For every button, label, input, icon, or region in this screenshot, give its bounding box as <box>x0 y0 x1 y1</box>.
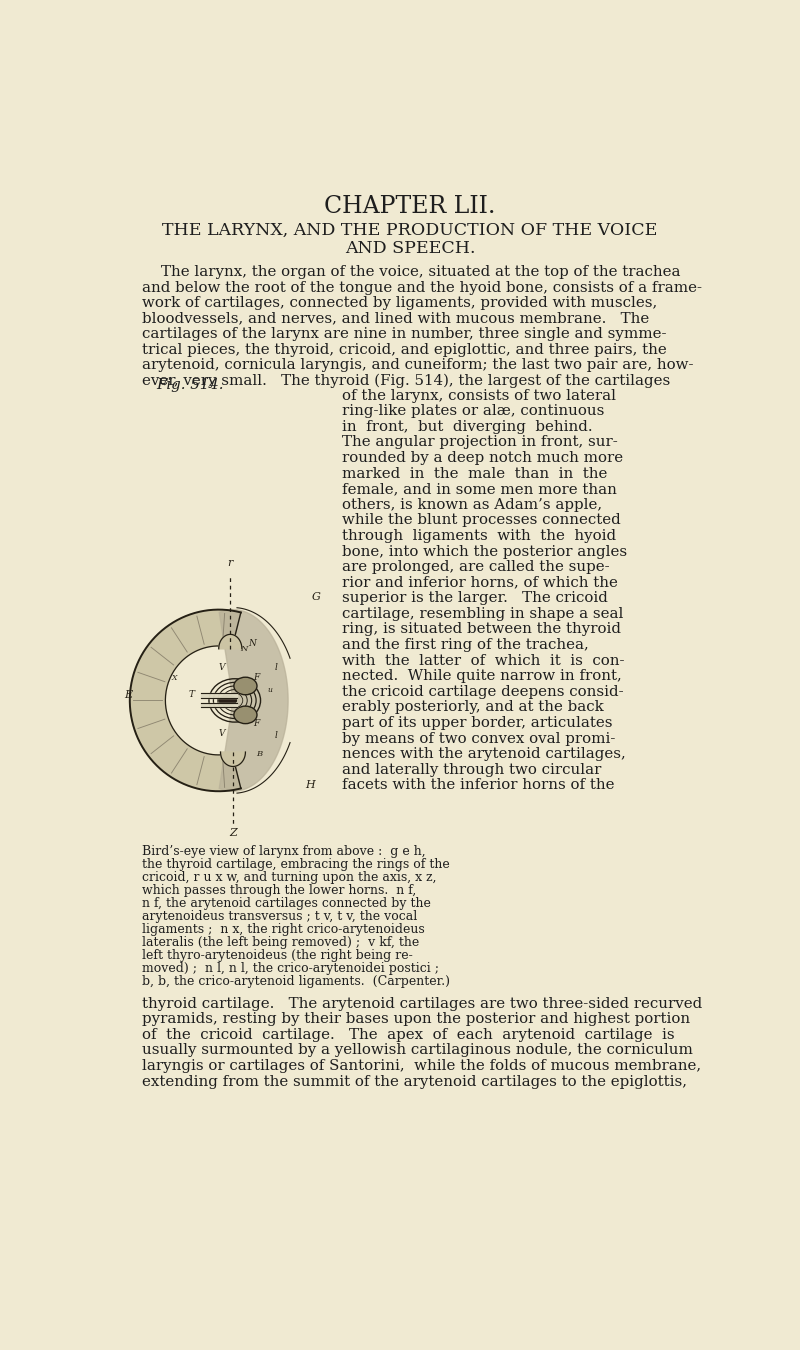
Text: cartilage, resembling in shape a seal: cartilage, resembling in shape a seal <box>342 608 623 621</box>
Text: nected.  While quite narrow in front,: nected. While quite narrow in front, <box>342 670 622 683</box>
Text: and laterally through two circular: and laterally through two circular <box>342 763 601 776</box>
Text: marked  in  the  male  than  in  the: marked in the male than in the <box>342 467 607 481</box>
Text: nences with the arytenoid cartilages,: nences with the arytenoid cartilages, <box>342 748 626 761</box>
Text: bloodvessels, and nerves, and lined with mucous membrane.   The: bloodvessels, and nerves, and lined with… <box>142 312 650 325</box>
Text: facets with the inferior horns of the: facets with the inferior horns of the <box>342 779 614 792</box>
Text: cartilages of the larynx are nine in number, three single and symme-: cartilages of the larynx are nine in num… <box>142 327 666 342</box>
Text: ring, is situated between the thyroid: ring, is situated between the thyroid <box>342 622 621 636</box>
Text: of  the  cricoid  cartilage.   The  apex  of  each  arytenoid  cartilage  is: of the cricoid cartilage. The apex of ea… <box>142 1027 674 1042</box>
Text: erably posteriorly, and at the back: erably posteriorly, and at the back <box>342 701 603 714</box>
Text: laryngis or cartilages of Santorini,  while the folds of mucous membrane,: laryngis or cartilages of Santorini, whi… <box>142 1060 702 1073</box>
Text: the thyroid cartilage, embracing the rings of the: the thyroid cartilage, embracing the rin… <box>142 859 450 871</box>
Text: bone, into which the posterior angles: bone, into which the posterior angles <box>342 544 627 559</box>
Text: arytenoideus transversus ; t v, t v, the vocal: arytenoideus transversus ; t v, t v, the… <box>142 910 418 923</box>
Text: which passes through the lower horns.  n f,: which passes through the lower horns. n … <box>142 884 417 896</box>
Text: usually surmounted by a yellowish cartilaginous nodule, the corniculum: usually surmounted by a yellowish cartil… <box>142 1044 693 1057</box>
Text: part of its upper border, articulates: part of its upper border, articulates <box>342 716 612 730</box>
Text: through  ligaments  with  the  hyoid: through ligaments with the hyoid <box>342 529 616 543</box>
Text: trical pieces, the thyroid, cricoid, and epiglottic, and three pairs, the: trical pieces, the thyroid, cricoid, and… <box>142 343 667 356</box>
Text: THE LARYNX, AND THE PRODUCTION OF THE VOICE: THE LARYNX, AND THE PRODUCTION OF THE VO… <box>162 223 658 239</box>
Text: The larynx, the organ of the voice, situated at the top of the trachea: The larynx, the organ of the voice, situ… <box>142 265 681 279</box>
Text: The angular projection in front, sur-: The angular projection in front, sur- <box>342 436 618 450</box>
Text: left thyro-arytenoideus (the right being re-: left thyro-arytenoideus (the right being… <box>142 949 413 963</box>
Text: by means of two convex oval promi-: by means of two convex oval promi- <box>342 732 615 745</box>
Text: lateralis (the left being removed) ;  v kf, the: lateralis (the left being removed) ; v k… <box>142 936 419 949</box>
Text: Fig. 514.: Fig. 514. <box>156 378 223 393</box>
Text: arytenoid, cornicula laryngis, and cuneiform; the last two pair are, how-: arytenoid, cornicula laryngis, and cunei… <box>142 359 694 373</box>
Text: CHAPTER LII.: CHAPTER LII. <box>324 196 496 219</box>
Text: of the larynx, consists of two lateral: of the larynx, consists of two lateral <box>342 389 616 402</box>
Text: extending from the summit of the arytenoid cartilages to the epiglottis,: extending from the summit of the aryteno… <box>142 1075 687 1088</box>
Text: female, and in some men more than: female, and in some men more than <box>342 482 617 497</box>
Text: in  front,  but  diverging  behind.: in front, but diverging behind. <box>342 420 593 433</box>
Text: ring-like plates or alæ, continuous: ring-like plates or alæ, continuous <box>342 404 604 418</box>
Text: pyramids, resting by their bases upon the posterior and highest portion: pyramids, resting by their bases upon th… <box>142 1012 690 1026</box>
Text: Bird’s-eye view of larynx from above :  g e h,: Bird’s-eye view of larynx from above : g… <box>142 845 426 859</box>
Text: b, b, the crico-arytenoid ligaments.  (Carpenter.): b, b, the crico-arytenoid ligaments. (Ca… <box>142 975 450 988</box>
Text: moved) ;  n l, n l, the crico-arytenoidei postici ;: moved) ; n l, n l, the crico-arytenoidei… <box>142 963 439 975</box>
Text: ligaments ;  n x, the right crico-arytenoideus: ligaments ; n x, the right crico-aryteno… <box>142 923 425 936</box>
Text: and below the root of the tongue and the hyoid bone, consists of a frame-: and below the root of the tongue and the… <box>142 281 702 294</box>
Text: ever, very small.   The thyroid (Fig. 514), the largest of the cartilages: ever, very small. The thyroid (Fig. 514)… <box>142 374 670 389</box>
Text: rounded by a deep notch much more: rounded by a deep notch much more <box>342 451 623 464</box>
Text: cricoid, r u x w, and turning upon the axis, x z,: cricoid, r u x w, and turning upon the a… <box>142 871 437 884</box>
Text: are prolonged, are called the supe-: are prolonged, are called the supe- <box>342 560 610 574</box>
Text: thyroid cartilage.   The arytenoid cartilages are two three-sided recurved: thyroid cartilage. The arytenoid cartila… <box>142 996 702 1011</box>
Text: with  the  latter  of  which  it  is  con-: with the latter of which it is con- <box>342 653 624 668</box>
Text: rior and inferior horns, of which the: rior and inferior horns, of which the <box>342 575 618 590</box>
Text: AND SPEECH.: AND SPEECH. <box>345 240 475 256</box>
Text: work of cartilages, connected by ligaments, provided with muscles,: work of cartilages, connected by ligamen… <box>142 296 658 310</box>
Text: and the first ring of the trachea,: and the first ring of the trachea, <box>342 639 589 652</box>
Text: others, is known as Adam’s apple,: others, is known as Adam’s apple, <box>342 498 602 512</box>
Text: the cricoid cartilage deepens consid-: the cricoid cartilage deepens consid- <box>342 684 623 699</box>
Text: n f, the arytenoid cartilages connected by the: n f, the arytenoid cartilages connected … <box>142 896 431 910</box>
Text: superior is the larger.   The cricoid: superior is the larger. The cricoid <box>342 591 608 605</box>
Text: while the blunt processes connected: while the blunt processes connected <box>342 513 621 528</box>
